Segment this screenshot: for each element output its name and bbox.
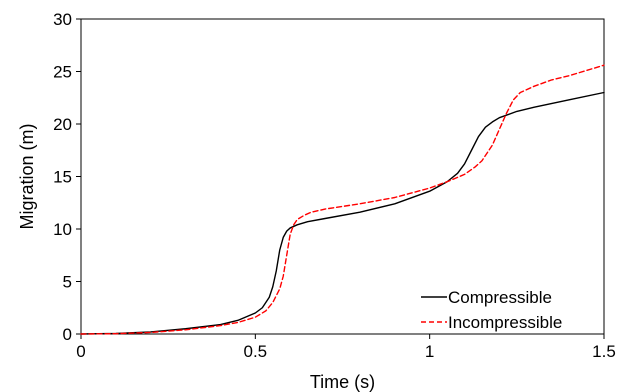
legend: Compressible Incompressible	[421, 288, 562, 332]
plot-frame	[80, 18, 605, 335]
y-tick-label: 20	[53, 115, 72, 134]
series-line-compressible	[80, 91, 605, 335]
legend-label-incompressible: Incompressible	[448, 313, 562, 332]
y-axis-ticks: 0 5 10 15 20 25 30	[53, 10, 81, 344]
x-tick-label: 1	[425, 342, 434, 361]
y-tick-label: 0	[63, 325, 72, 344]
x-tick-label: 0.5	[244, 342, 268, 361]
x-tick-label: 1.5	[592, 342, 616, 361]
x-tick-label: 0	[76, 342, 85, 361]
legend-label-compressible: Compressible	[448, 288, 552, 307]
series-line-incompressible	[80, 64, 605, 335]
y-axis-title: Migration (m)	[17, 123, 37, 229]
x-axis-ticks: 0 0.5 1 1.5	[76, 334, 616, 361]
y-tick-label: 15	[53, 168, 72, 187]
y-tick-label: 30	[53, 10, 72, 29]
y-tick-label: 25	[53, 63, 72, 82]
x-axis-title: Time (s)	[310, 372, 375, 392]
series-layer	[80, 64, 605, 335]
y-tick-label: 5	[63, 273, 72, 292]
y-tick-label: 10	[53, 220, 72, 239]
